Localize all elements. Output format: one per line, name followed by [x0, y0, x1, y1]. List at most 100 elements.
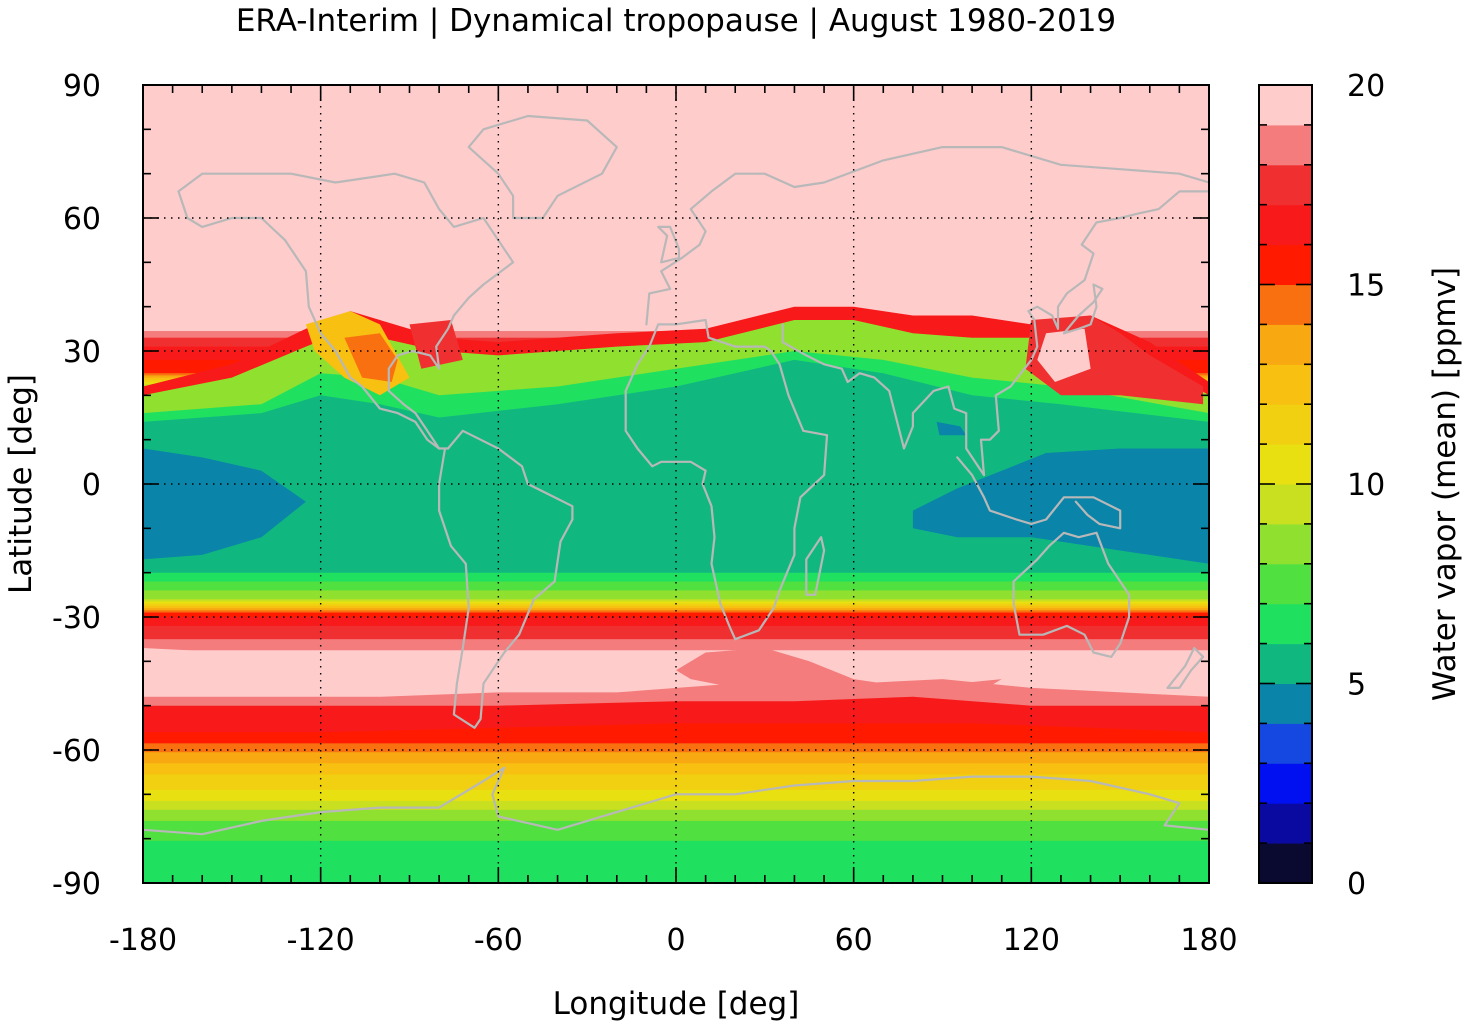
zonal-band — [143, 151, 1209, 155]
zonal-band — [143, 200, 1209, 204]
zonal-band — [143, 645, 1209, 649]
zonal-band — [143, 304, 1209, 308]
colorbar-swatch — [1259, 563, 1312, 605]
zonal-band — [143, 120, 1209, 124]
y-tick-label: 0 — [82, 468, 101, 503]
y-tick-label: 60 — [63, 202, 101, 237]
coast-south-america — [438, 429, 574, 729]
coast-eurasia-north — [645, 146, 1209, 326]
zonal-band — [143, 858, 1209, 862]
zonal-band — [143, 610, 1209, 614]
zonal-band — [143, 233, 1209, 237]
zonal-band — [143, 674, 1209, 678]
y-axis-label: Latitude [deg] — [3, 374, 39, 594]
zonal-band — [143, 169, 1209, 173]
colorbar-swatch — [1259, 803, 1312, 844]
zonal-band — [143, 198, 1209, 201]
colorbar-ticks: 0 5 10 15 20 — [1259, 69, 1385, 902]
zonal-band — [143, 652, 1209, 656]
zonal-band — [143, 291, 1209, 294]
zonal-band — [143, 676, 1209, 680]
zonal-band — [143, 138, 1209, 142]
zonal-band — [143, 825, 1209, 829]
colorbar-swatch — [1259, 763, 1312, 804]
x-tick-label: 120 — [1003, 923, 1060, 958]
zonal-band — [143, 229, 1209, 232]
east-pacific-dry — [143, 448, 306, 560]
coast-eurasia-south — [781, 190, 1209, 477]
zonal-band — [143, 324, 1209, 328]
colorbar-swatch — [1259, 85, 1312, 126]
zonal-band — [143, 619, 1209, 623]
zonal-band — [143, 149, 1209, 153]
colorbar-swatch — [1259, 164, 1312, 206]
zonal-band — [143, 603, 1209, 607]
zonal-band — [143, 109, 1209, 113]
west-pacific-dry — [912, 448, 1209, 564]
zonal-band — [143, 670, 1209, 674]
zonal-band — [143, 572, 1209, 576]
zonal-band — [143, 661, 1209, 665]
bay-bengal-dry — [936, 421, 967, 436]
x-axis-ticks: -180 -120 -60 0 60 120 180 — [109, 85, 1238, 958]
zonal-band — [143, 160, 1209, 164]
zonal-band — [143, 856, 1209, 860]
zonal-band — [143, 654, 1209, 658]
colorbar-swatch — [1259, 124, 1312, 166]
zonal-band — [143, 745, 1209, 749]
zonal-band — [143, 625, 1209, 629]
colorbar — [1259, 85, 1312, 884]
zonal-band — [143, 820, 1209, 824]
colorbar-tick-label: 10 — [1347, 468, 1385, 503]
zonal-band — [143, 191, 1209, 195]
zonal-band — [143, 135, 1209, 139]
sh-deep-red — [143, 723, 1209, 742]
zonal-band — [143, 849, 1209, 853]
zonal-band — [143, 832, 1209, 835]
gulf-red — [409, 320, 463, 369]
zonal-band — [143, 743, 1209, 747]
coast-australia — [1012, 531, 1131, 658]
colorbar-tick-label: 15 — [1347, 269, 1385, 304]
zonal-band — [143, 845, 1209, 849]
zonal-band — [143, 180, 1209, 184]
zonal-band — [143, 142, 1209, 146]
zonal-band — [143, 838, 1209, 842]
zonal-band — [143, 794, 1209, 798]
colorbar-swatch — [1259, 843, 1312, 884]
zonal-band — [143, 162, 1209, 166]
zonal-band — [143, 787, 1209, 791]
y-tick-label: -60 — [52, 734, 101, 769]
zonal-band — [143, 814, 1209, 818]
x-tick-label: -120 — [287, 923, 355, 958]
chart-title: ERA-Interim | Dynamical tropopause | Aug… — [236, 3, 1116, 39]
zonal-band — [143, 761, 1209, 764]
zonal-band — [143, 295, 1209, 299]
zonal-band — [143, 656, 1209, 660]
zonal-band — [143, 293, 1209, 297]
zonal-band — [143, 621, 1209, 625]
zonal-band — [143, 634, 1209, 638]
colorbar-swatch — [1259, 683, 1312, 724]
colorbar-swatch — [1259, 723, 1312, 764]
x-tick-label: -60 — [474, 923, 523, 958]
colorbar-swatch — [1259, 643, 1312, 684]
zonal-band — [143, 184, 1209, 188]
sh-pink-band — [143, 648, 1209, 688]
zonal-band — [143, 220, 1209, 224]
zonal-band — [143, 863, 1209, 866]
zonal-band — [143, 834, 1209, 838]
asian-monsoon-pink — [1037, 328, 1091, 382]
coast-africa — [624, 318, 829, 641]
zonal-band — [143, 612, 1209, 616]
zonal-band — [143, 226, 1209, 230]
zonal-band — [143, 251, 1209, 255]
zonal-band — [143, 599, 1209, 603]
x-axis-label: Longitude [deg] — [553, 986, 800, 1022]
grid-lines — [143, 85, 1209, 883]
colorbar-swatch — [1259, 364, 1312, 405]
zonal-band — [143, 124, 1209, 128]
zonal-band — [143, 608, 1209, 611]
zonal-band — [143, 288, 1209, 292]
